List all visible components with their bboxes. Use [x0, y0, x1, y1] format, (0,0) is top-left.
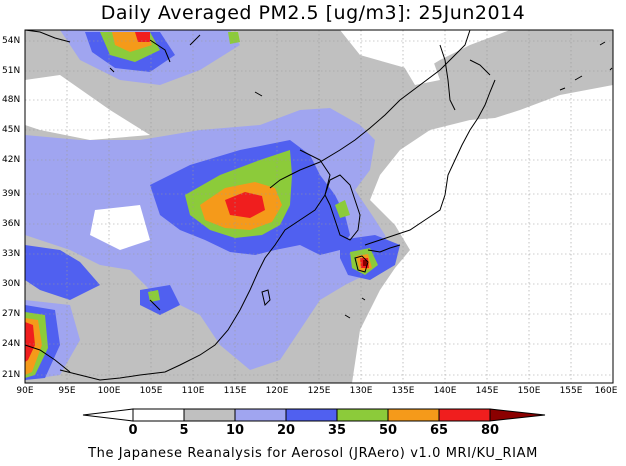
colorbar-bin-10-20	[234, 408, 287, 422]
lon-label: 150E	[517, 386, 541, 396]
coastlines	[24, 29, 613, 381]
lat-label: 54N	[2, 36, 21, 46]
colorbar-tick-label: 80	[480, 423, 500, 438]
lat-label: 48N	[2, 95, 21, 105]
lon-label: 140E	[433, 386, 457, 396]
colorbar	[82, 408, 546, 422]
lat-label: 42N	[2, 155, 21, 165]
lat-label: 51N	[2, 66, 21, 76]
lon-label: 125E	[307, 386, 331, 396]
coast-taiwan	[261, 289, 271, 306]
colorbar-tick-label: 20	[276, 423, 296, 438]
lon-label: 110E	[181, 386, 205, 396]
lon-label: 135E	[391, 386, 415, 396]
lat-label: 27N	[2, 309, 21, 319]
lon-label: 105E	[139, 386, 163, 396]
lon-label: 145E	[475, 386, 499, 396]
map-title: Daily Averaged PM2.5 [ug/m3]: 25Jun2014	[100, 2, 526, 24]
coast-korea	[324, 174, 361, 241]
lat-label: 21N	[2, 370, 21, 380]
lat-label: 33N	[2, 249, 21, 259]
lon-label: 95E	[58, 386, 76, 396]
coast-mainland	[24, 29, 471, 381]
lon-label: 130E	[349, 386, 373, 396]
colorbar-arrow-left	[82, 408, 134, 422]
lon-label: 100E	[97, 386, 121, 396]
lat-label: 45N	[2, 125, 21, 135]
coast-sakhalin	[439, 44, 491, 111]
grid-lines	[25, 30, 613, 383]
colorbar-bin-35-50	[336, 408, 389, 422]
field-red-3	[25, 322, 35, 362]
colorbar-tick-label: 0	[128, 423, 138, 438]
field-white-2	[400, 52, 440, 85]
coast-japan	[354, 79, 496, 273]
colorbar-tick-label: 50	[378, 423, 398, 438]
colorbar-tick-label: 10	[225, 423, 245, 438]
lat-label: 24N	[2, 339, 21, 349]
colorbar-tick-label: 65	[429, 423, 449, 438]
lon-label: 160E	[594, 386, 618, 396]
colorbar-bin-0-5	[132, 408, 185, 422]
field-white-1	[25, 75, 150, 140]
lat-label: 36N	[2, 219, 21, 229]
lon-label: 90E	[16, 386, 34, 396]
lat-label: 39N	[2, 189, 21, 199]
colorbar-bin-5-10	[183, 408, 236, 422]
coast-vietnam	[24, 299, 161, 373]
field-green-7	[228, 32, 240, 44]
field-green-5	[335, 200, 350, 218]
field-white-inner	[90, 205, 150, 250]
colorbar-arrow-right	[489, 408, 546, 422]
coast-islands	[109, 41, 613, 319]
colorbar-bin-50-65	[387, 408, 440, 422]
lon-label: 115E	[223, 386, 247, 396]
colorbar-tick-label: 35	[327, 423, 347, 438]
field-red-2	[135, 32, 150, 42]
plot-frame	[24, 29, 614, 384]
field-blue-2	[25, 245, 100, 300]
footer-credit: The Japanese Reanalysis for Aerosol (JRA…	[88, 446, 538, 461]
lon-label: 155E	[559, 386, 583, 396]
lon-label: 120E	[265, 386, 289, 396]
field-white-3	[430, 125, 520, 250]
colorbar-bin-20-35	[285, 408, 338, 422]
colorbar-bin-65-80	[438, 408, 491, 422]
pm25-field	[25, 30, 613, 383]
lat-label: 30N	[2, 279, 21, 289]
colorbar-tick-label: 5	[179, 423, 189, 438]
field-darkred	[363, 260, 367, 266]
